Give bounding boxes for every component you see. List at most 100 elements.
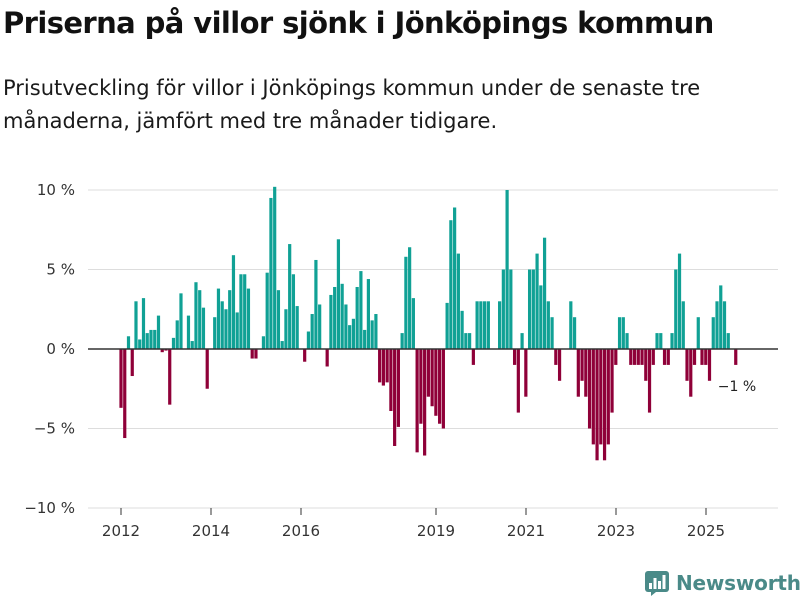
bar (685, 349, 689, 381)
bar (715, 301, 719, 349)
bar (599, 349, 603, 445)
bar (542, 237, 547, 349)
bar (231, 255, 236, 349)
bar (164, 349, 168, 351)
bar (610, 349, 614, 413)
bar (284, 309, 288, 349)
bar (318, 304, 322, 349)
last-value-annotation: −1 % (718, 379, 756, 395)
bar (430, 349, 434, 407)
bar (205, 349, 209, 389)
brand-name: Newsworthy (676, 571, 800, 595)
bar (580, 349, 584, 381)
bar (520, 333, 524, 349)
bar (179, 293, 183, 349)
bar (303, 349, 307, 362)
bar (348, 325, 352, 349)
bar (250, 349, 254, 359)
bar (246, 288, 251, 349)
bar (602, 349, 607, 461)
newsworthy-logo-icon (645, 571, 669, 596)
bar (632, 349, 637, 365)
bar (370, 320, 374, 349)
x-tick-label: 2016 (282, 522, 320, 540)
bar (670, 333, 674, 349)
bar (216, 288, 221, 349)
y-tick-label: 10 % (37, 181, 75, 199)
x-tick-label: 2025 (687, 522, 725, 540)
bar (479, 301, 483, 349)
bar (719, 285, 723, 349)
bar (254, 349, 258, 359)
bar (677, 253, 682, 349)
bar (306, 331, 311, 349)
bar (393, 349, 397, 446)
bar (419, 349, 423, 424)
y-tick-label: 0 % (46, 340, 75, 358)
bar (329, 294, 333, 349)
bar (145, 333, 149, 349)
bar (276, 290, 281, 349)
bar (689, 349, 693, 397)
bar (722, 301, 727, 349)
bar (228, 290, 232, 349)
chart-subtitle: Prisutveckling för villor i Jönköpings k… (3, 76, 701, 133)
bar (269, 197, 273, 349)
bar (411, 298, 415, 349)
bar (726, 333, 730, 349)
bar (587, 349, 592, 429)
bar (696, 317, 700, 349)
bar (355, 286, 359, 349)
bar (512, 349, 517, 365)
bar (239, 274, 243, 349)
bar (550, 317, 554, 349)
bar (344, 304, 348, 349)
bar (629, 349, 633, 365)
x-tick-label: 2019 (417, 522, 455, 540)
bar (359, 271, 363, 349)
bar (363, 329, 367, 349)
bar (295, 306, 299, 349)
bar (434, 349, 438, 416)
bar (423, 349, 427, 456)
bar (516, 349, 520, 413)
bar (704, 349, 708, 365)
bar (524, 349, 528, 397)
bar (273, 186, 277, 349)
bar (408, 247, 412, 349)
bar (644, 349, 648, 381)
bar (464, 333, 468, 349)
bar (483, 301, 487, 349)
bar (194, 282, 198, 349)
bar (351, 318, 356, 349)
bar (681, 301, 685, 349)
bar (325, 349, 329, 367)
bar (527, 269, 532, 349)
bar (468, 333, 472, 349)
bar (625, 333, 629, 349)
bar (576, 349, 580, 397)
bar (674, 269, 678, 349)
bar (666, 349, 670, 365)
bar (123, 349, 127, 439)
bar (126, 336, 131, 349)
bar (130, 349, 134, 377)
bar (156, 315, 161, 349)
bar (531, 269, 535, 349)
x-tick-label: 2012 (102, 522, 140, 540)
bar (171, 337, 176, 349)
bar (400, 333, 404, 349)
bar (175, 320, 179, 349)
bar (213, 317, 217, 349)
bar (655, 333, 659, 349)
bar (636, 349, 640, 365)
bar (557, 349, 562, 381)
gridlines (88, 189, 778, 509)
bar (415, 349, 419, 453)
bar (385, 349, 389, 383)
bar (333, 286, 337, 349)
bar (314, 259, 318, 349)
bar (501, 269, 505, 349)
bar (546, 301, 550, 349)
bar (640, 349, 644, 365)
